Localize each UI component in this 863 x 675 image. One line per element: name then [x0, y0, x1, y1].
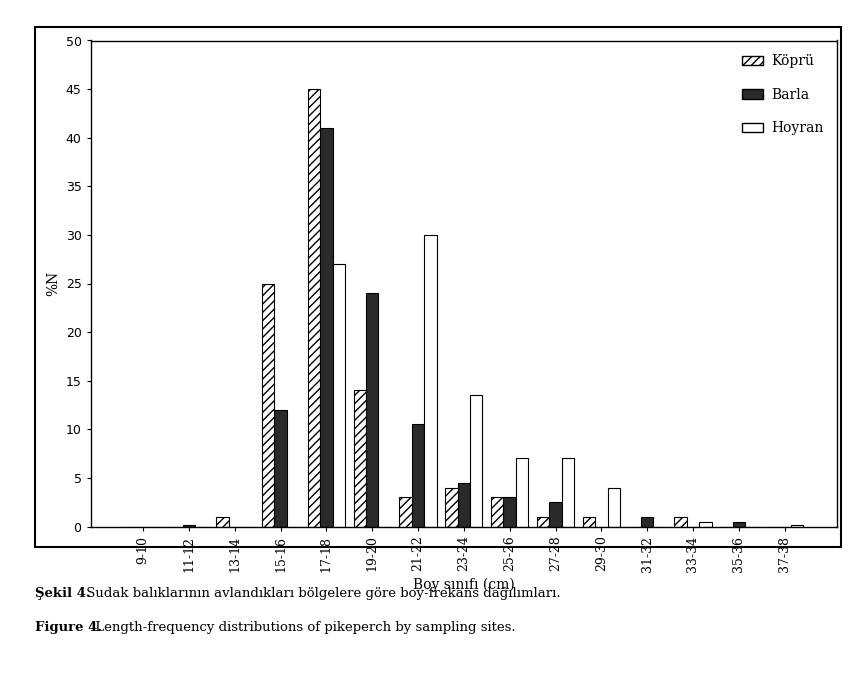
- Bar: [332, 264, 345, 526]
- Bar: [412, 425, 425, 526]
- Bar: [791, 524, 803, 526]
- Bar: [400, 497, 412, 526]
- Bar: [445, 487, 457, 526]
- Bar: [262, 284, 274, 526]
- Bar: [674, 517, 687, 526]
- Bar: [562, 458, 574, 526]
- Text: Şekil 4.: Şekil 4.: [35, 587, 91, 600]
- Bar: [733, 522, 745, 526]
- Bar: [583, 517, 595, 526]
- Bar: [516, 458, 528, 526]
- Text: Length-frequency distributions of pikeperch by sampling sites.: Length-frequency distributions of pikepe…: [91, 621, 515, 634]
- Y-axis label: %N: %N: [46, 271, 60, 296]
- Bar: [470, 396, 482, 526]
- Bar: [183, 524, 195, 526]
- Bar: [699, 522, 711, 526]
- Bar: [308, 89, 320, 526]
- Legend: Köprü, Barla, Hoyran: Köprü, Barla, Hoyran: [734, 47, 830, 142]
- Bar: [274, 410, 287, 526]
- Bar: [320, 128, 332, 526]
- Bar: [354, 390, 366, 526]
- Bar: [425, 235, 437, 526]
- Text: Sudak balıklarının avlandıkları bölgelere göre boy-frekans dağılımları.: Sudak balıklarının avlandıkları bölgeler…: [82, 587, 561, 600]
- Bar: [641, 517, 653, 526]
- Bar: [457, 483, 470, 526]
- Bar: [503, 497, 516, 526]
- Text: Figure 4.: Figure 4.: [35, 621, 102, 634]
- Bar: [217, 517, 229, 526]
- Bar: [366, 293, 378, 526]
- Bar: [550, 502, 562, 526]
- X-axis label: Boy sınıfı (cm): Boy sınıfı (cm): [413, 577, 514, 591]
- Bar: [491, 497, 503, 526]
- Bar: [608, 487, 620, 526]
- Bar: [537, 517, 550, 526]
